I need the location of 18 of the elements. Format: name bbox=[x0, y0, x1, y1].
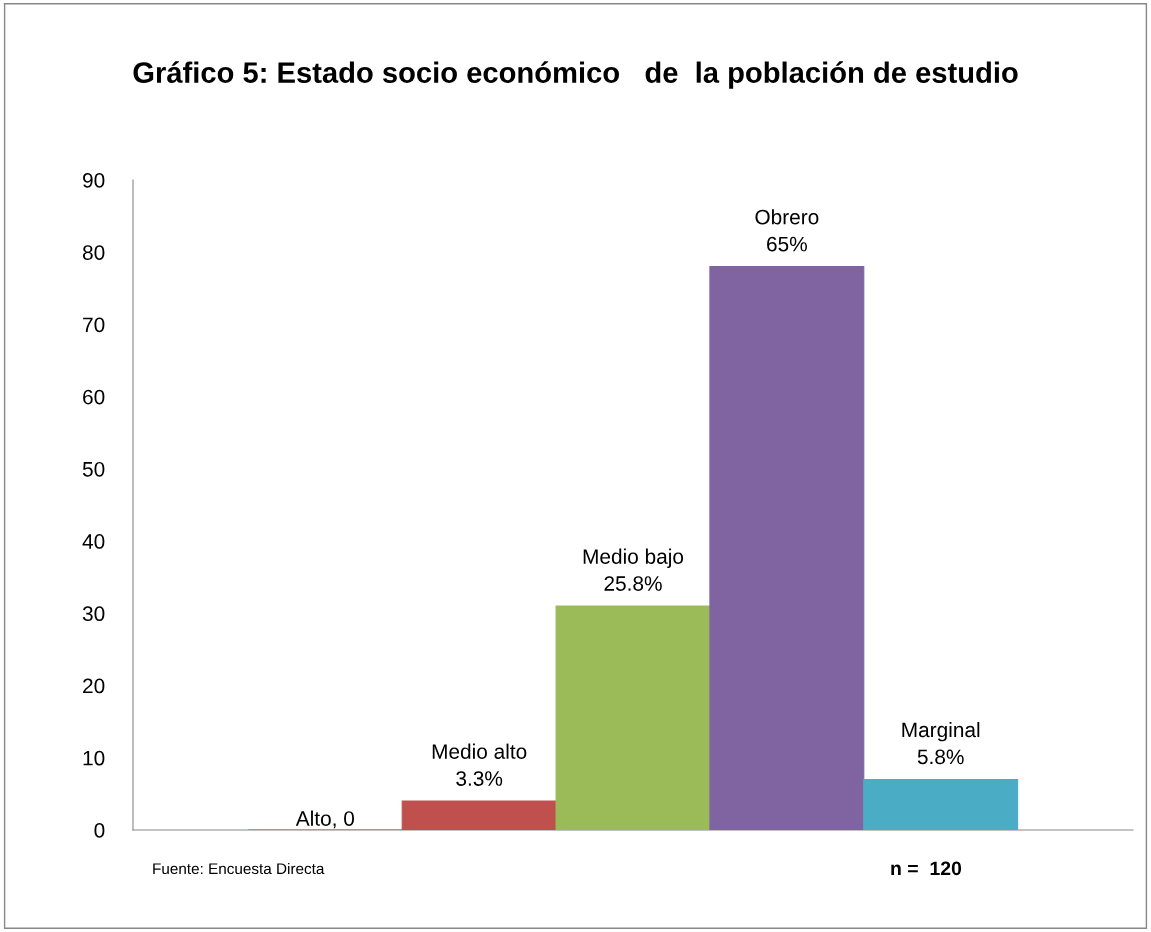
data-label: Marginal 5.8% bbox=[902, 721, 980, 765]
text: n = 120 bbox=[891, 861, 962, 876]
chart-title: Gráfico 5: Estado socio económico de la población de estudio bbox=[133, 61, 1018, 89]
y-tick-label: 60 bbox=[83, 389, 105, 405]
y-tick-label: 20 bbox=[83, 678, 105, 694]
y-tick-label: 40 bbox=[82, 534, 105, 549]
y-tick-label: 10 bbox=[83, 750, 105, 766]
data-label: Medio alto 3.3% bbox=[432, 743, 527, 786]
y-tick-label: 50 bbox=[82, 461, 105, 477]
y-tick-label: 90 bbox=[83, 173, 105, 188]
y-tick-label: 80 bbox=[82, 245, 105, 260]
y-tick-label: 30 bbox=[82, 606, 105, 622]
y-tick-label: 0 bbox=[94, 823, 105, 838]
y-tick-label: 70 bbox=[83, 317, 105, 333]
data-label: Alto, 0 bbox=[295, 810, 355, 829]
data-label: Medio bajo 25.8% bbox=[583, 548, 684, 591]
source-note: Fuente: Encuesta Directa bbox=[153, 862, 325, 875]
data-label: Obrero 65% bbox=[755, 209, 819, 252]
